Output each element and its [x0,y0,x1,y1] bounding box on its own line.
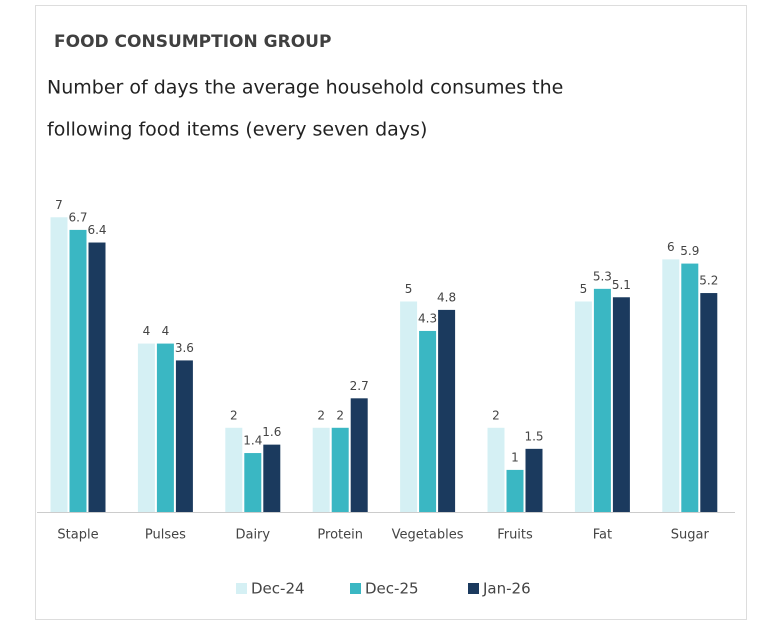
data-label: 5.2 [699,274,718,288]
bar [88,242,106,513]
data-label: 2 [492,408,500,422]
x-tick-label: Staple [57,528,98,543]
legend-label: Dec-24 [251,580,305,598]
data-label: 1.4 [243,434,262,448]
bar [331,427,349,512]
bar [50,217,68,512]
data-label: 4 [162,324,170,338]
bar [400,301,418,512]
data-label: 6 [667,240,675,254]
data-label: 5.1 [612,278,631,292]
data-label: 5.9 [680,244,699,258]
bar [263,444,281,512]
data-label: 2 [317,408,325,422]
x-tick-label: Sugar [671,528,710,543]
bar [700,293,718,512]
legend-swatch [350,583,361,594]
data-label: 3.6 [175,341,194,355]
data-label: 5 [405,282,413,296]
data-label: 1.5 [524,429,543,443]
bar [312,427,330,512]
legend-label: Dec-25 [365,580,419,598]
data-label: 4.8 [437,290,456,304]
data-label: 5 [580,282,588,296]
chart-subtitle: following food items (every seven days) [47,119,427,141]
bar [593,288,611,512]
bar [438,309,456,512]
bar [225,427,243,512]
chart-title: FOOD CONSUMPTION GROUP [54,32,331,52]
x-tick-label: Protein [317,528,363,543]
bar [681,263,699,512]
legend-label: Jan-26 [482,580,531,598]
data-label: 7 [55,198,63,212]
data-label: 6.4 [87,223,106,237]
bar [574,301,592,512]
x-tick-label: Vegetables [392,528,464,543]
data-label: 2 [230,408,238,422]
bar [506,469,524,512]
x-tick-label: Fruits [497,528,533,543]
bar [350,398,368,512]
data-label: 2.7 [350,379,369,393]
data-label: 2 [336,408,344,422]
legend-swatch [468,583,479,594]
bar [525,448,543,512]
data-label: 4.3 [418,311,437,325]
data-label: 1 [511,450,519,464]
x-tick-label: Pulses [145,528,186,543]
bar [244,453,262,512]
bar [662,259,680,512]
x-tick-label: Fat [593,528,612,543]
bar [137,343,155,512]
bar [156,343,174,512]
x-tick-label: Dairy [235,528,270,543]
data-label: 6.7 [68,210,87,224]
bar [612,297,630,512]
data-label: 1.6 [262,425,281,439]
bar [175,360,193,512]
data-label: 4 [143,324,151,338]
chart-subtitle: Number of days the average household con… [47,77,563,99]
bar [487,427,505,512]
legend-swatch [236,583,247,594]
bar [69,229,87,513]
bar [419,330,437,512]
data-label: 5.3 [593,269,612,283]
